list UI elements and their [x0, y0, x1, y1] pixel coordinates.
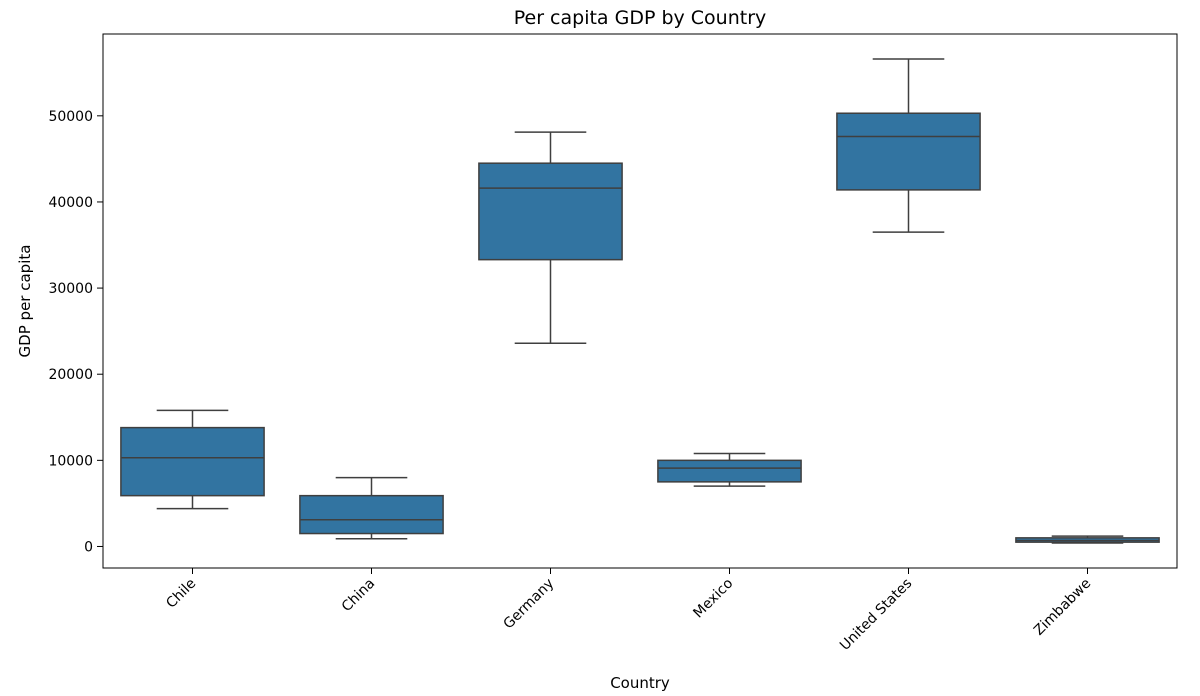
box-mexico	[657, 452, 802, 487]
y-axis-label: GDP per capita	[16, 245, 34, 358]
box-united-states	[836, 58, 981, 233]
x-tick-label: Germany	[501, 576, 558, 633]
box-iqr	[836, 112, 981, 191]
y-tick-label: 10000	[48, 453, 93, 469]
y-axis-ticks: 0 10000 20000 30000 40000 50000	[48, 109, 103, 555]
x-tick-label: China	[339, 576, 379, 616]
box-germany	[478, 131, 623, 344]
y-tick-label: 0	[84, 539, 93, 555]
x-tick-label: United States	[837, 576, 915, 654]
y-tick-label: 20000	[48, 367, 93, 383]
box-series	[120, 58, 1160, 544]
y-tick-label: 30000	[48, 281, 93, 297]
x-axis-label: Country	[610, 674, 670, 692]
y-tick-label: 40000	[48, 195, 93, 211]
y-tick-label: 50000	[48, 109, 93, 125]
x-tick-label: Mexico	[690, 576, 736, 622]
box-zimbabwe	[1015, 535, 1160, 544]
x-axis-ticks: Chile China Germany Mexico United States Zimb…	[163, 568, 1094, 654]
box-iqr	[657, 459, 802, 483]
box-chile	[120, 409, 265, 510]
box-iqr	[478, 162, 623, 261]
x-tick-label: Zimbabwe	[1031, 576, 1094, 639]
box-iqr	[120, 426, 265, 497]
box-china	[299, 476, 444, 540]
chart-title: Per capita GDP by Country	[514, 7, 767, 29]
x-tick-label: Chile	[163, 576, 199, 612]
box-iqr	[299, 494, 444, 535]
axes-frame	[102, 33, 1178, 569]
